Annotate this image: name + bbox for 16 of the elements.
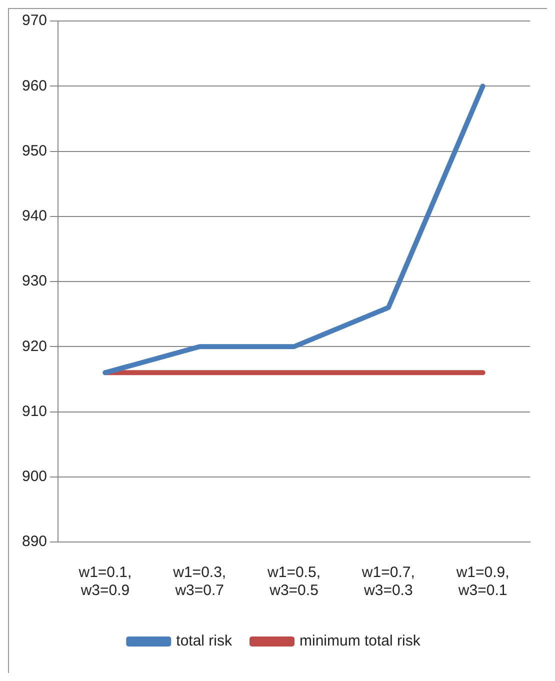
y-tick-label: 940 xyxy=(22,208,48,225)
y-tick-label: 900 xyxy=(22,468,48,486)
y-tick-label: 910 xyxy=(22,402,48,420)
y-tick-label: 960 xyxy=(22,77,48,94)
y-tick-label: 890 xyxy=(22,533,48,550)
x-tick-label: w1=0.3, w3=0.7 xyxy=(172,564,226,600)
x-tick-label: w1=0.7, w3=0.3 xyxy=(360,564,415,600)
legend-label: total risk xyxy=(176,632,232,650)
y-tick-label: 920 xyxy=(22,338,48,355)
x-tick-label: w1=0.5, w3=0.5 xyxy=(266,564,320,600)
y-tick-label: 930 xyxy=(22,272,48,290)
y-tick-label: 970 xyxy=(22,12,48,30)
y-tick-label: 950 xyxy=(22,142,48,160)
x-tick-label: w1=0.9, w3=0.1 xyxy=(455,564,510,600)
legend-label: minimum total risk xyxy=(300,632,421,650)
x-tick-label: w1=0.1, w3=0.9 xyxy=(78,564,132,600)
